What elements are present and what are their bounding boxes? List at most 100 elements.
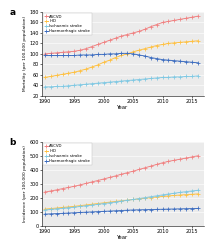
Ischaemic stroke xyxy=(44,209,46,211)
ASCVD xyxy=(79,183,81,186)
Text: a: a xyxy=(10,8,16,17)
IHD xyxy=(120,199,123,202)
Haemorrhagic stroke xyxy=(185,207,187,210)
Haemorrhagic stroke xyxy=(167,208,170,210)
ASCVD xyxy=(73,50,76,53)
Haemorrhagic stroke xyxy=(144,208,146,211)
IHD xyxy=(67,72,70,75)
ASCVD xyxy=(114,37,117,40)
Haemorrhagic stroke xyxy=(150,56,152,59)
Y-axis label: Mortality (per 100,000 population): Mortality (per 100,000 population) xyxy=(23,16,27,91)
ASCVD xyxy=(79,49,81,52)
Haemorrhagic stroke xyxy=(61,54,64,57)
Haemorrhagic stroke xyxy=(132,209,134,211)
ASCVD xyxy=(97,43,99,46)
Haemorrhagic stroke xyxy=(50,212,52,215)
Ischaemic stroke xyxy=(85,83,87,86)
Haemorrhagic stroke xyxy=(85,211,87,214)
Haemorrhagic stroke xyxy=(91,210,93,213)
Ischaemic stroke xyxy=(73,84,76,87)
Haemorrhagic stroke xyxy=(73,54,76,57)
ASCVD xyxy=(91,45,93,48)
IHD xyxy=(67,205,70,208)
Haemorrhagic stroke xyxy=(173,208,176,210)
Ischaemic stroke xyxy=(108,81,111,84)
IHD xyxy=(61,206,64,209)
Haemorrhagic stroke xyxy=(55,212,58,215)
Ischaemic stroke xyxy=(161,76,164,79)
ASCVD xyxy=(50,190,52,192)
Haemorrhagic stroke xyxy=(167,59,170,62)
ASCVD xyxy=(97,179,99,182)
Ischaemic stroke xyxy=(91,82,93,85)
ASCVD xyxy=(132,170,134,173)
Ischaemic stroke xyxy=(161,193,164,196)
Ischaemic stroke xyxy=(173,192,176,195)
ASCVD xyxy=(173,19,176,22)
Haemorrhagic stroke xyxy=(161,58,164,61)
ASCVD xyxy=(126,171,129,174)
Haemorrhagic stroke xyxy=(132,53,134,55)
Ischaemic stroke xyxy=(79,205,81,208)
IHD xyxy=(179,194,181,197)
IHD xyxy=(85,204,87,206)
ASCVD xyxy=(144,28,146,31)
IHD xyxy=(150,196,152,199)
ASCVD xyxy=(185,17,187,20)
IHD xyxy=(55,74,58,77)
IHD xyxy=(114,56,117,59)
Haemorrhagic stroke xyxy=(79,54,81,56)
IHD xyxy=(132,50,134,53)
Ischaemic stroke xyxy=(120,80,123,83)
Ischaemic stroke xyxy=(44,85,46,88)
ASCVD xyxy=(161,161,164,164)
Ischaemic stroke xyxy=(50,85,52,88)
IHD xyxy=(73,71,76,74)
Haemorrhagic stroke xyxy=(114,209,117,212)
Haemorrhagic stroke xyxy=(97,210,99,213)
ASCVD xyxy=(120,35,123,37)
Line: ASCVD: ASCVD xyxy=(43,154,199,194)
Text: b: b xyxy=(10,138,16,147)
IHD xyxy=(197,192,199,195)
Haemorrhagic stroke xyxy=(102,53,105,56)
Y-axis label: Incidence (per 100,000 population): Incidence (per 100,000 population) xyxy=(23,145,27,222)
Ischaemic stroke xyxy=(167,193,170,196)
Legend: ASCVD, IHD, Ischaemic stroke, Haemorrhagic stroke: ASCVD, IHD, Ischaemic stroke, Haemorrhag… xyxy=(43,143,92,165)
Haemorrhagic stroke xyxy=(108,53,111,55)
IHD xyxy=(191,193,193,196)
Ischaemic stroke xyxy=(50,208,52,211)
IHD xyxy=(79,69,81,72)
Ischaemic stroke xyxy=(126,199,129,202)
Ischaemic stroke xyxy=(120,200,123,203)
Ischaemic stroke xyxy=(114,201,117,204)
ASCVD xyxy=(144,166,146,169)
ASCVD xyxy=(73,185,76,188)
Haemorrhagic stroke xyxy=(197,207,199,210)
IHD xyxy=(155,196,158,198)
Ischaemic stroke xyxy=(167,76,170,79)
Ischaemic stroke xyxy=(138,197,140,200)
ASCVD xyxy=(108,176,111,179)
IHD xyxy=(55,207,58,210)
Haemorrhagic stroke xyxy=(155,57,158,60)
Ischaemic stroke xyxy=(97,82,99,85)
IHD xyxy=(144,197,146,200)
IHD xyxy=(97,202,99,205)
IHD xyxy=(144,47,146,50)
ASCVD xyxy=(85,182,87,185)
Haemorrhagic stroke xyxy=(67,212,70,215)
Haemorrhagic stroke xyxy=(114,53,117,55)
IHD xyxy=(126,53,129,55)
ASCVD xyxy=(179,158,181,161)
Haemorrhagic stroke xyxy=(191,61,193,64)
ASCVD xyxy=(55,188,58,191)
ASCVD xyxy=(191,16,193,19)
Haemorrhagic stroke xyxy=(191,207,193,210)
IHD xyxy=(191,40,193,43)
ASCVD xyxy=(173,159,176,162)
ASCVD xyxy=(179,18,181,21)
Ischaemic stroke xyxy=(55,207,58,210)
Ischaemic stroke xyxy=(73,206,76,209)
Ischaemic stroke xyxy=(150,77,152,80)
